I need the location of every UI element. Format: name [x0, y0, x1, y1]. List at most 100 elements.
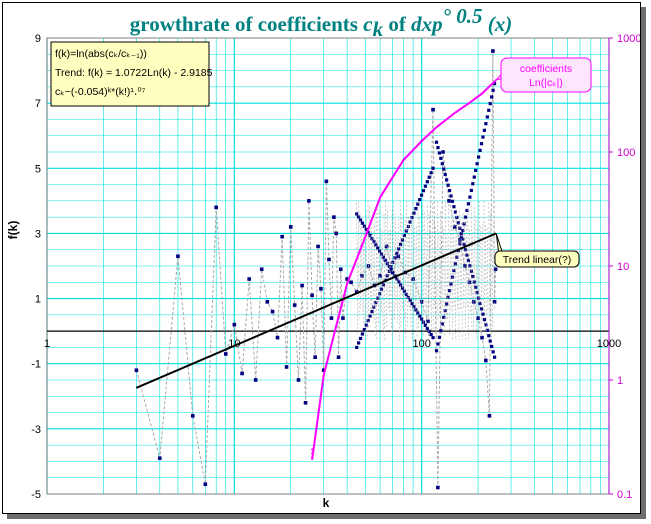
fk-data-point [247, 277, 251, 281]
fk-envelope-point [479, 142, 484, 146]
fk-envelope-point [485, 328, 489, 332]
fk-envelope-point [479, 307, 484, 311]
y2-tick-label: 1 [617, 375, 623, 387]
fk-envelope-point [482, 317, 487, 322]
fk-connector-hatch [396, 233, 399, 325]
fk-envelope-point [447, 188, 452, 193]
fk-envelope-point [463, 248, 468, 252]
fk-data-point [431, 107, 435, 112]
fk-data-point [341, 316, 345, 320]
fk-envelope-point [491, 350, 495, 354]
title-fn-arg: (x) [482, 12, 512, 36]
fk-envelope-point [360, 332, 365, 336]
fk-data-point [338, 267, 343, 272]
fk-envelope-point [406, 295, 410, 300]
fk-envelope-point [393, 256, 397, 260]
fk-envelope-point [385, 261, 389, 265]
fk-envelope-point [442, 167, 446, 171]
fk-envelope-point [437, 335, 442, 339]
fk-data-point [265, 300, 270, 304]
fk-connector-hatch [454, 220, 457, 341]
fk-connector-hatch [457, 223, 460, 340]
fk-envelope-point [434, 140, 439, 144]
fk-data-point [280, 234, 284, 239]
fk-data-point [275, 335, 280, 340]
fk-data-point [203, 482, 208, 487]
y-tick-label: 1 [35, 294, 41, 306]
fk-envelope-point [378, 292, 382, 296]
fk-envelope-point [357, 341, 361, 345]
fk-envelope-point [408, 220, 412, 224]
fk-connector-hatch [446, 232, 449, 321]
fk-envelope-point [466, 258, 471, 263]
fk-envelope-point [465, 208, 469, 213]
fk-connector-hatch [464, 217, 466, 341]
title-ck-sub: k [373, 17, 384, 41]
fk-envelope-point [440, 162, 444, 166]
y-tick-label: -1 [31, 359, 41, 371]
fk-data-point [232, 322, 237, 327]
trend-line [135, 232, 497, 389]
y-tick-label: -3 [31, 424, 41, 436]
fk-connector-hatch [412, 202, 415, 318]
fk-data-point [487, 414, 492, 418]
fk-connector-hatch [488, 202, 490, 317]
fk-envelope-point [366, 230, 370, 235]
fk-envelope-point [425, 326, 429, 330]
fk-data-point [310, 293, 314, 298]
fk-connector-hatch [416, 226, 418, 338]
fk-connector-hatch [453, 217, 455, 309]
fk-envelope-point [450, 199, 455, 203]
fk-envelope-point [440, 322, 444, 326]
fk-data-point [270, 309, 275, 314]
fk-envelope-point [456, 221, 460, 225]
fk-envelope-point [436, 342, 440, 346]
fk-data-point [300, 283, 304, 288]
fk-envelope-point [461, 237, 465, 241]
fk-envelope-point [404, 292, 408, 296]
coefficients-series-line [311, 79, 497, 460]
fk-envelope-point [481, 135, 485, 139]
fk-data-point [332, 215, 336, 219]
fk-envelope-point [395, 251, 399, 255]
info-box-line2: Trend: f(k) = 1.0722Ln(k) - 2.9185 [55, 67, 213, 79]
fk-connector-hatch [427, 206, 429, 337]
title-ck-base: c [363, 12, 373, 36]
fk-connector-hatch [383, 214, 386, 341]
fk-envelope-point [364, 323, 368, 327]
fk-envelope-point [402, 289, 407, 293]
fk-connector-hatch [411, 212, 413, 341]
fk-data-point [480, 335, 484, 340]
fk-connector-hatch [364, 226, 366, 339]
info-box-line1: f(k)=ln(abs(cₖ/cₖ₋₁)) [55, 48, 147, 60]
fk-envelope-point [492, 355, 497, 359]
fk-connector-hatch [424, 212, 426, 310]
fk-connector-hatch [456, 211, 458, 310]
fk-connector-hatch [441, 212, 444, 309]
chart-title: growthrate of coefficients ck of dxp° 0.… [130, 4, 512, 41]
fk-envelope-point [393, 274, 397, 278]
fk-envelope-point [421, 189, 426, 193]
fk-connector-hatch [398, 218, 400, 341]
fk-envelope-point [372, 240, 376, 244]
fk-envelope-point [400, 286, 405, 290]
fk-envelope-point [416, 202, 420, 206]
fk-envelope-point [434, 349, 439, 353]
y-tick-label: -5 [31, 489, 41, 501]
fk-envelope-point [453, 262, 457, 266]
fk-envelope-point [463, 215, 468, 219]
coefficients-callout [500, 57, 592, 93]
fk-connector-hatch [359, 212, 362, 310]
fk-envelope-point [469, 269, 473, 273]
x-tick-label: 1 [44, 338, 50, 350]
fk-data-point [493, 267, 498, 272]
y-tick-label: 3 [35, 228, 41, 240]
fk-connector-hatch [356, 203, 358, 334]
fk-envelope-point [419, 317, 424, 321]
fk-series-connector [135, 50, 497, 488]
chart-frame: growthrate of coefficients ck of dxp° 0.… [2, 2, 641, 514]
fk-envelope-point [419, 193, 424, 197]
fk-envelope-point [418, 198, 422, 202]
fk-envelope-point [370, 310, 374, 314]
